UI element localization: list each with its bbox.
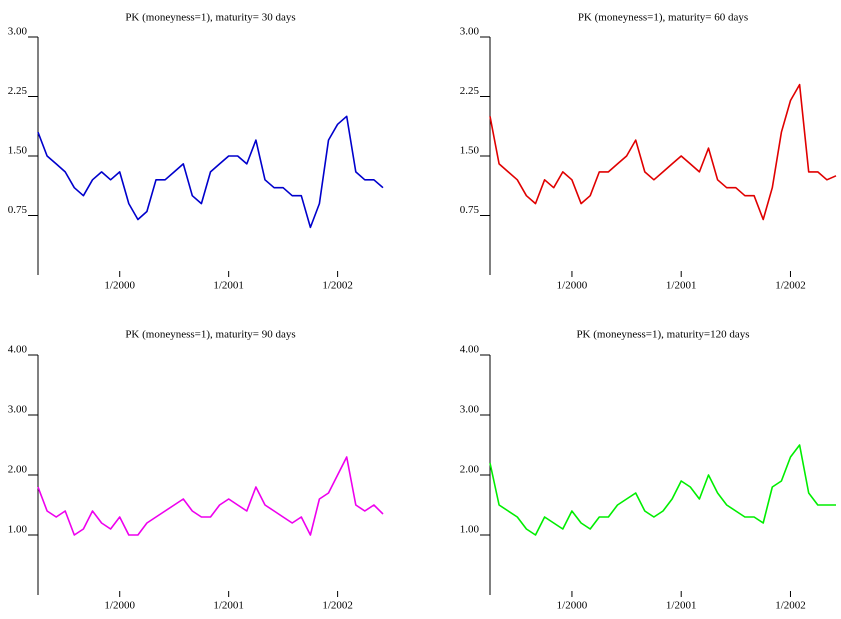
x-tick-label: 1/2000 [104, 600, 135, 612]
y-tick-label: 0.75 [460, 204, 480, 216]
y-tick-label: 1.00 [8, 524, 28, 536]
chart-title: PK (moneyness=1), maturity= 90 days [125, 329, 295, 341]
y-tick-label: 1.50 [8, 145, 28, 157]
x-tick-label: 1/2000 [557, 280, 588, 292]
y-tick-label: 3.00 [460, 404, 480, 416]
chart-title: PK (moneyness=1), maturity= 60 days [578, 12, 748, 24]
x-tick-label: 1/2001 [666, 280, 697, 292]
y-tick-label: 2.00 [8, 464, 28, 476]
x-tick-label: 1/2001 [666, 600, 697, 612]
x-tick-label: 1/2002 [775, 600, 806, 612]
x-tick-label: 1/2001 [213, 280, 244, 292]
x-tick-label: 1/2000 [104, 280, 135, 292]
chart-title: PK (moneyness=1), maturity=120 days [576, 329, 749, 341]
y-tick-label: 1.00 [460, 524, 480, 536]
series-line [37, 115, 384, 229]
chart-title: PK (moneyness=1), maturity= 30 days [125, 12, 295, 24]
y-tick-label: 4.00 [460, 344, 480, 356]
series-line [37, 456, 384, 536]
series-line [489, 444, 836, 536]
x-tick-label: 1/2002 [775, 280, 806, 292]
y-tick-label: 1.50 [460, 145, 480, 157]
y-tick-label: 3.00 [460, 26, 480, 38]
y-tick-label: 2.25 [8, 85, 28, 97]
y-tick-label: 4.00 [8, 344, 28, 356]
x-tick-label: 1/2000 [557, 600, 588, 612]
series-line [489, 83, 837, 221]
y-tick-label: 2.25 [460, 85, 480, 97]
x-tick-label: 1/2001 [213, 600, 244, 612]
y-tick-label: 2.00 [460, 464, 480, 476]
x-tick-label: 1/2002 [322, 600, 353, 612]
y-tick-label: 3.00 [8, 26, 28, 38]
y-tick-label: 3.00 [8, 404, 28, 416]
x-tick-label: 1/2002 [322, 280, 353, 292]
y-tick-label: 0.75 [8, 204, 28, 216]
